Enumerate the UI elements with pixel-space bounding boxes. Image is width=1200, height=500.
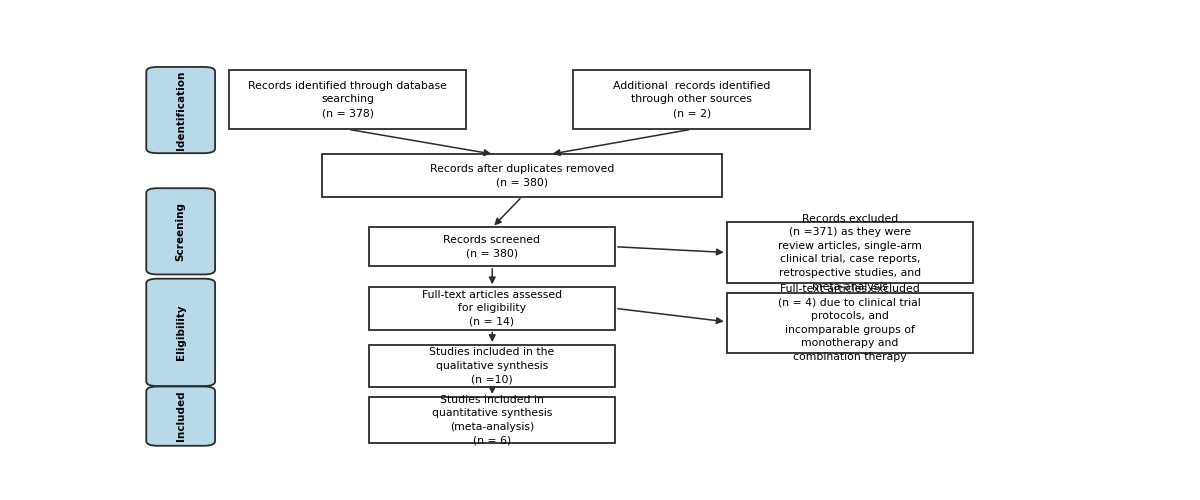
FancyBboxPatch shape: [368, 397, 616, 443]
FancyBboxPatch shape: [322, 154, 722, 196]
Text: Full-text articles excluded
(n = 4) due to clinical trial
protocols, and
incompa: Full-text articles excluded (n = 4) due …: [779, 284, 922, 362]
Text: Records excluded
(n =371) as they were
review articles, single-arm
clinical tria: Records excluded (n =371) as they were r…: [778, 214, 922, 292]
Text: Records identified through database
searching
(n = 378): Records identified through database sear…: [248, 81, 448, 118]
FancyBboxPatch shape: [146, 67, 215, 153]
Text: Identification: Identification: [175, 70, 186, 150]
FancyBboxPatch shape: [146, 386, 215, 446]
Text: Eligibility: Eligibility: [175, 304, 186, 360]
FancyBboxPatch shape: [146, 278, 215, 386]
FancyBboxPatch shape: [574, 70, 810, 130]
FancyBboxPatch shape: [229, 70, 467, 130]
FancyBboxPatch shape: [368, 228, 616, 266]
FancyBboxPatch shape: [727, 222, 973, 284]
Text: Studies included in
quantitative synthesis
(meta-analysis)
(n = 6): Studies included in quantitative synthes…: [432, 394, 552, 446]
FancyBboxPatch shape: [727, 293, 973, 352]
FancyBboxPatch shape: [146, 188, 215, 274]
Text: Included: Included: [175, 391, 186, 442]
Text: Screening: Screening: [175, 202, 186, 261]
FancyBboxPatch shape: [368, 345, 616, 387]
Text: Full-text articles assessed
for eligibility
(n = 14): Full-text articles assessed for eligibil…: [421, 290, 562, 327]
FancyBboxPatch shape: [368, 287, 616, 330]
Text: Records screened
(n = 380): Records screened (n = 380): [443, 235, 540, 258]
Text: Studies included in the
qualitative synthesis
(n =10): Studies included in the qualitative synt…: [430, 348, 554, 385]
Text: Records after duplicates removed
(n = 380): Records after duplicates removed (n = 38…: [430, 164, 614, 188]
Text: Additional  records identified
through other sources
(n = 2): Additional records identified through ot…: [613, 81, 770, 118]
